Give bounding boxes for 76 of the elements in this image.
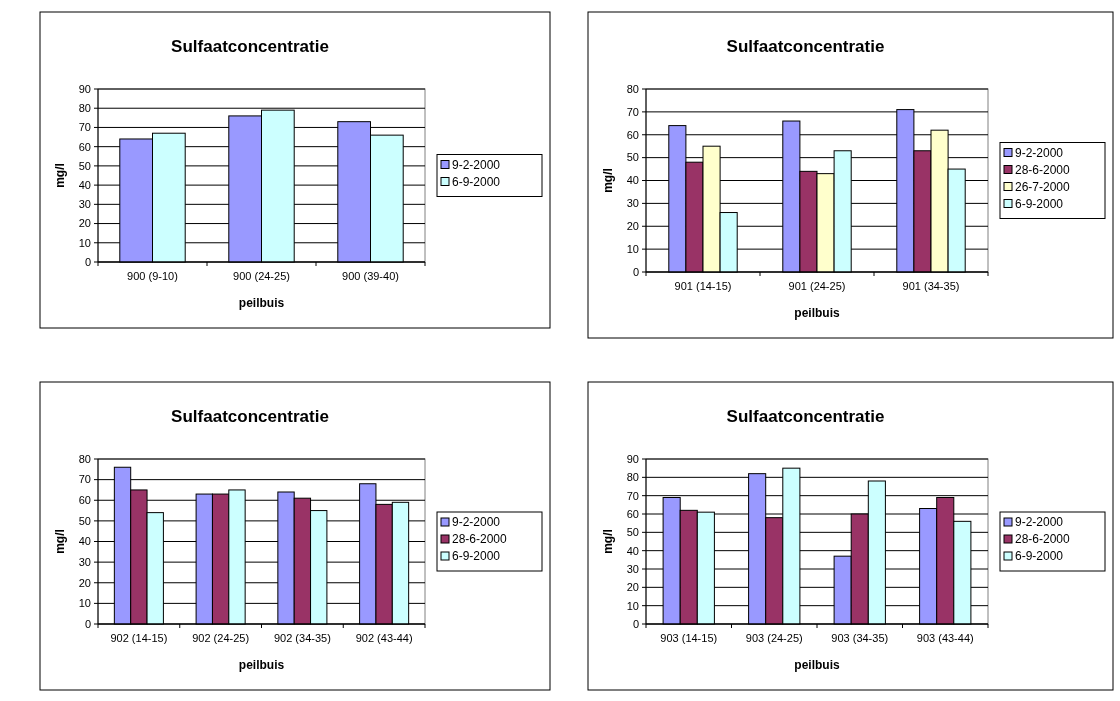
legend-label: 9-2-2000 (1015, 145, 1064, 160)
y-tick-label: 10 (78, 597, 91, 610)
y-axis-title: mg/l (601, 529, 615, 554)
y-tick-label: 40 (78, 535, 91, 548)
x-tick-label: 901 (24-25) (788, 280, 846, 292)
y-tick-label: 60 (626, 128, 639, 141)
legend-label: 28-6-2000 (1015, 162, 1071, 177)
y-tick-label: 20 (626, 581, 639, 594)
legend-label: 6-9-2000 (452, 549, 501, 564)
y-tick-label: 50 (78, 159, 91, 172)
legend-label: 9-2-2000 (452, 157, 501, 172)
x-tick-label: 903 (24-25) (745, 632, 803, 644)
x-tick-label: 902 (34-35) (273, 632, 331, 644)
x-axis-title: peilbuis (794, 658, 840, 672)
legend-label: 26-7-2000 (1015, 179, 1071, 194)
x-tick-label: 902 (24-25) (192, 632, 250, 644)
y-tick-label: 90 (626, 452, 639, 465)
chart-title: Sulfaatconcentratie (171, 407, 329, 426)
y-tick-label: 20 (626, 220, 639, 233)
chart-title: Sulfaatconcentratie (726, 407, 885, 426)
chart-title: Sulfaatconcentratie (726, 37, 885, 56)
y-tick-label: 20 (78, 576, 91, 589)
legend-label: 6-9-2000 (1015, 549, 1064, 564)
y-tick-label: 30 (78, 198, 91, 211)
x-tick-label: 900 (24-25) (233, 270, 290, 282)
y-tick-label: 0 (632, 265, 639, 278)
y-axis-title: mg/l (601, 168, 615, 193)
y-tick-label: 80 (626, 471, 639, 484)
x-tick-label: 900 (9-10) (127, 270, 178, 282)
x-axis-title: peilbuis (238, 658, 285, 672)
y-tick-label: 60 (78, 140, 91, 153)
y-tick-label: 40 (626, 174, 639, 187)
y-tick-label: 50 (626, 526, 639, 539)
legend-label: 6-9-2000 (452, 174, 501, 189)
y-tick-label: 10 (626, 242, 639, 255)
legend-label: 6-9-2000 (1015, 196, 1064, 211)
y-tick-label: 0 (84, 617, 91, 630)
x-tick-label: 900 (39-40) (342, 270, 399, 282)
x-tick-label: 902 (43-44) (355, 632, 413, 644)
y-axis-title: mg/l (53, 163, 67, 188)
y-tick-label: 60 (626, 507, 639, 520)
legend-label: 28-6-2000 (452, 532, 508, 547)
y-tick-label: 50 (626, 151, 639, 164)
y-tick-label: 30 (626, 562, 639, 575)
y-tick-label: 90 (78, 82, 91, 95)
x-tick-label: 903 (34-35) (831, 632, 889, 644)
y-tick-label: 0 (84, 255, 91, 268)
y-tick-label: 70 (626, 489, 639, 502)
y-tick-label: 20 (78, 217, 91, 230)
y-tick-label: 30 (626, 197, 639, 210)
chart-title: Sulfaatconcentratie (171, 37, 329, 56)
y-tick-label: 60 (78, 494, 91, 507)
y-tick-label: 40 (78, 178, 91, 191)
x-tick-label: 903 (14-15) (660, 632, 718, 644)
y-tick-label: 40 (626, 544, 639, 557)
y-tick-label: 70 (78, 121, 91, 134)
y-tick-label: 80 (626, 82, 639, 95)
x-tick-label: 901 (14-15) (674, 280, 732, 292)
y-tick-label: 10 (626, 599, 639, 612)
y-tick-label: 0 (632, 617, 639, 630)
x-tick-label: 901 (34-35) (902, 280, 960, 292)
x-tick-label: 903 (43-44) (916, 632, 974, 644)
x-axis-title: peilbuis (794, 306, 840, 320)
x-tick-label: 902 (14-15) (110, 632, 168, 644)
x-axis-title: peilbuis (238, 296, 285, 310)
y-tick-label: 70 (626, 105, 639, 118)
legend-label: 28-6-2000 (1015, 532, 1071, 547)
legend-label: 9-2-2000 (452, 515, 501, 530)
y-tick-label: 10 (78, 236, 91, 249)
y-axis-title: mg/l (53, 529, 67, 554)
y-tick-label: 80 (78, 452, 91, 465)
y-tick-label: 30 (78, 555, 91, 568)
legend-label: 9-2-2000 (1015, 515, 1064, 530)
y-tick-label: 80 (78, 102, 91, 115)
y-tick-label: 50 (78, 514, 91, 527)
y-tick-label: 70 (78, 473, 91, 486)
